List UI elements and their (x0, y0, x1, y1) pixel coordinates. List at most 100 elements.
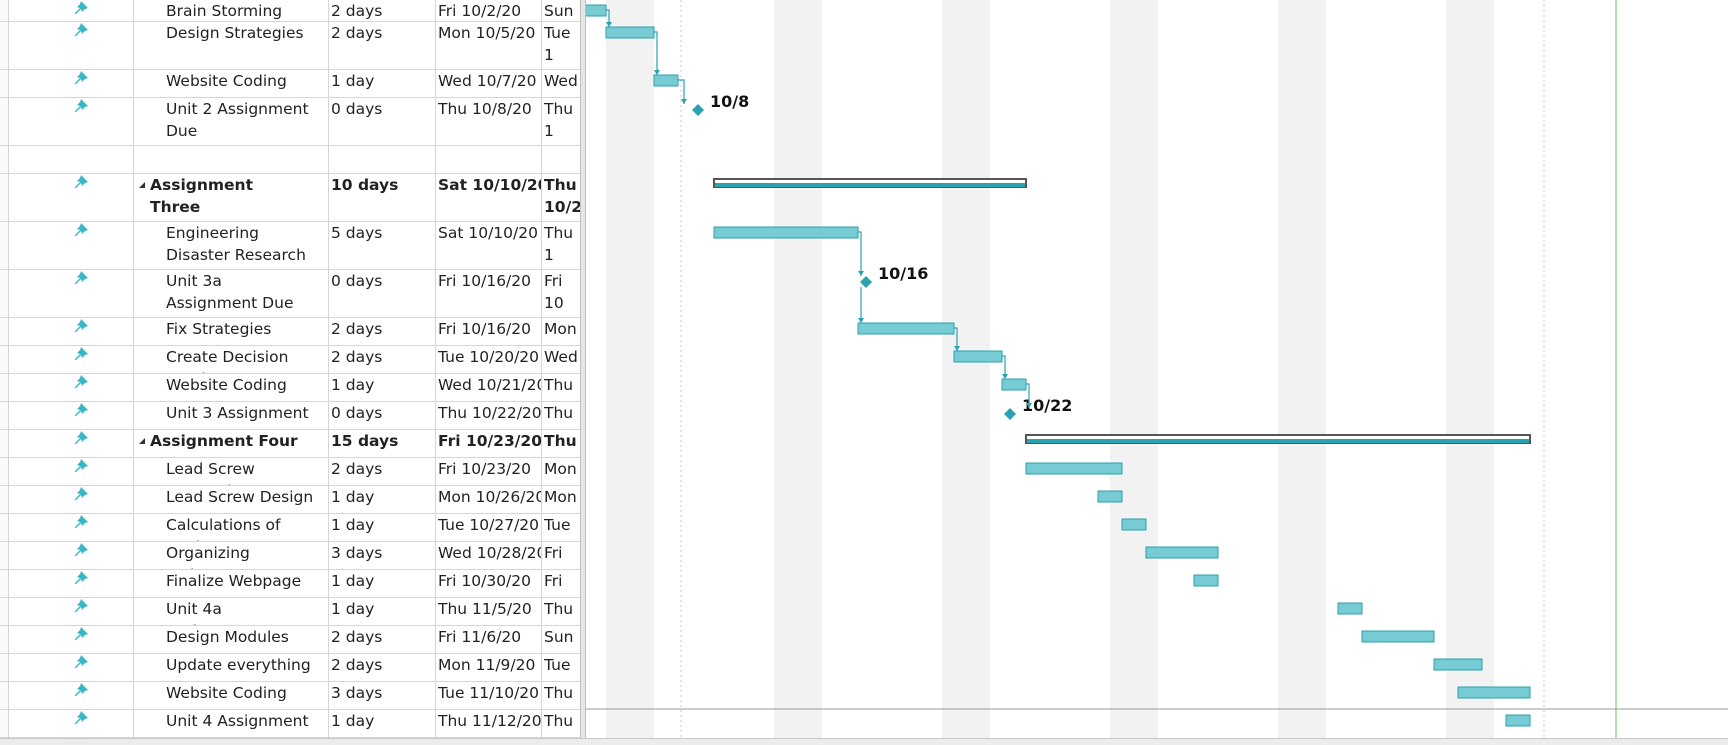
duration-cell[interactable]: 15 days (329, 430, 436, 457)
task-row[interactable]: Unit 4 Assignment Due 1 day Thu 11/12/20Th… (0, 710, 580, 738)
task-name-cell[interactable]: Fix Strategies (134, 318, 329, 345)
finish-cell[interactable]: Wed (542, 346, 580, 373)
duration-cell[interactable]: 3 days (329, 682, 436, 709)
finish-cell[interactable]: Wed (542, 70, 580, 97)
start-cell[interactable] (436, 146, 542, 173)
duration-cell[interactable]: 1 day (329, 598, 436, 625)
start-cell[interactable]: Mon 10/5/20 (436, 22, 542, 69)
task-mode-cell[interactable] (9, 22, 134, 69)
start-cell[interactable]: Mon 11/9/20 (436, 654, 542, 681)
task-name-cell[interactable]: Website Coding (134, 374, 329, 401)
duration-cell[interactable]: 2 days (329, 626, 436, 653)
task-name-cell[interactable]: Unit 3 Assignment Due (134, 402, 329, 429)
task-name-cell[interactable]: Lead Screw Research (134, 458, 329, 485)
task-mode-cell[interactable] (9, 346, 134, 373)
task-bar[interactable] (953, 350, 1003, 363)
task-mode-cell[interactable] (9, 458, 134, 485)
duration-cell[interactable]: 0 days (329, 270, 436, 317)
start-cell[interactable]: Tue 10/20/20 (436, 346, 542, 373)
row-header[interactable] (0, 514, 9, 541)
finish-cell[interactable]: Tue 1 (542, 514, 580, 541)
task-name-cell[interactable]: Unit 2 Assignment Due (134, 98, 329, 145)
start-cell[interactable]: Tue 11/10/20 (436, 682, 542, 709)
finish-cell[interactable]: Mon (542, 318, 580, 345)
task-name-cell[interactable]: Design Strategies (134, 22, 329, 69)
start-cell[interactable]: Fri 11/6/20 (436, 626, 542, 653)
task-bar[interactable] (1457, 686, 1531, 699)
finish-cell[interactable]: Thu 1 (542, 710, 580, 737)
finish-cell[interactable]: Thu 10/2 (542, 174, 580, 221)
row-header[interactable] (0, 318, 9, 345)
finish-cell[interactable]: Thu 1 (542, 402, 580, 429)
finish-cell[interactable]: Fri 10 (542, 570, 580, 597)
task-bar[interactable] (1097, 490, 1123, 503)
task-bar[interactable] (1193, 574, 1219, 587)
duration-cell[interactable]: 10 days (329, 174, 436, 221)
task-row[interactable]: Lead Screw Design 1 day Mon 10/26/20 Mon (0, 486, 580, 514)
task-name-cell[interactable]: Unit 3a Assignment Due (134, 270, 329, 317)
task-mode-cell[interactable] (9, 598, 134, 625)
task-bar[interactable] (1337, 602, 1363, 615)
task-mode-cell[interactable] (9, 626, 134, 653)
task-name-cell[interactable]: Brain Storming (134, 0, 329, 21)
task-mode-cell[interactable] (9, 374, 134, 401)
task-mode-cell[interactable] (9, 570, 134, 597)
finish-cell[interactable]: Tue 1 (542, 654, 580, 681)
task-row[interactable]: Fix Strategies 2 days Fri 10/16/20 Mon (0, 318, 580, 346)
task-row[interactable]: Update everything 2 days Mon 11/9/20 Tue 1 (0, 654, 580, 682)
row-header[interactable] (0, 710, 9, 737)
duration-cell[interactable]: 2 days (329, 458, 436, 485)
duration-cell[interactable]: 1 day (329, 374, 436, 401)
finish-cell[interactable]: Tue 1 (542, 22, 580, 69)
task-row[interactable]: Design Modules 2 days Fri 11/6/20 Sun 1 (0, 626, 580, 654)
start-cell[interactable]: Fri 10/2/20 (436, 0, 542, 21)
row-header[interactable] (0, 22, 9, 69)
finish-cell[interactable]: Fri 10 (542, 542, 580, 569)
row-header[interactable] (0, 486, 9, 513)
pane-splitter[interactable] (580, 0, 586, 738)
duration-cell[interactable]: 0 days (329, 98, 436, 145)
finish-cell[interactable]: Mon (542, 458, 580, 485)
task-name-cell[interactable]: Calculations of Design (134, 514, 329, 541)
task-name-cell[interactable] (134, 146, 329, 173)
milestone-diamond-icon[interactable] (692, 104, 704, 116)
start-cell[interactable]: Fri 10/16/20 (436, 270, 542, 317)
start-cell[interactable]: Mon 10/26/20 (436, 486, 542, 513)
task-mode-cell[interactable] (9, 514, 134, 541)
row-header[interactable] (0, 174, 9, 221)
duration-cell[interactable] (329, 146, 436, 173)
start-cell[interactable]: Wed 10/21/20 (436, 374, 542, 401)
task-bar[interactable] (1505, 714, 1531, 727)
finish-cell[interactable]: Thu 1 (542, 98, 580, 145)
start-cell[interactable]: Thu 10/8/20 (436, 98, 542, 145)
task-mode-cell[interactable] (9, 70, 134, 97)
task-mode-cell[interactable] (9, 710, 134, 737)
task-row[interactable]: Calculations of Design 1 day Tue 10/27/20T… (0, 514, 580, 542)
task-row[interactable]: Website Coding 1 day Wed 10/7/20 Wed (0, 70, 580, 98)
start-cell[interactable]: Thu 11/12/20 (436, 710, 542, 737)
start-cell[interactable]: Fri 10/30/20 (436, 570, 542, 597)
task-mode-cell[interactable] (9, 0, 134, 21)
task-bar[interactable] (605, 26, 655, 39)
task-bar[interactable] (857, 322, 955, 335)
horizontal-scrollbar[interactable] (0, 738, 1728, 745)
task-name-cell[interactable]: Finalize Webpage (134, 570, 329, 597)
task-row[interactable]: Design Strategies 2 days Mon 10/5/20 Tue 1 (0, 22, 580, 70)
duration-cell[interactable]: 2 days (329, 318, 436, 345)
duration-cell[interactable]: 5 days (329, 222, 436, 269)
row-header[interactable] (0, 430, 9, 457)
row-header[interactable] (0, 626, 9, 653)
task-name-cell[interactable]: Website Coding (134, 70, 329, 97)
task-bar[interactable] (1001, 378, 1027, 391)
task-bar[interactable] (653, 74, 679, 87)
duration-cell[interactable]: 1 day (329, 70, 436, 97)
start-cell[interactable]: Tue 10/27/20 (436, 514, 542, 541)
task-row[interactable]: Brain Storming 2 days Fri 10/2/20 Sun 1 (0, 0, 580, 22)
finish-cell[interactable]: Thu 1 (542, 598, 580, 625)
start-cell[interactable]: Thu 11/5/20 (436, 598, 542, 625)
finish-cell[interactable]: Thu 1 (542, 374, 580, 401)
task-name-cell[interactable]: Design Modules (134, 626, 329, 653)
task-name-cell[interactable]: Update everything (134, 654, 329, 681)
task-bar[interactable] (1121, 518, 1147, 531)
row-header[interactable] (0, 458, 9, 485)
